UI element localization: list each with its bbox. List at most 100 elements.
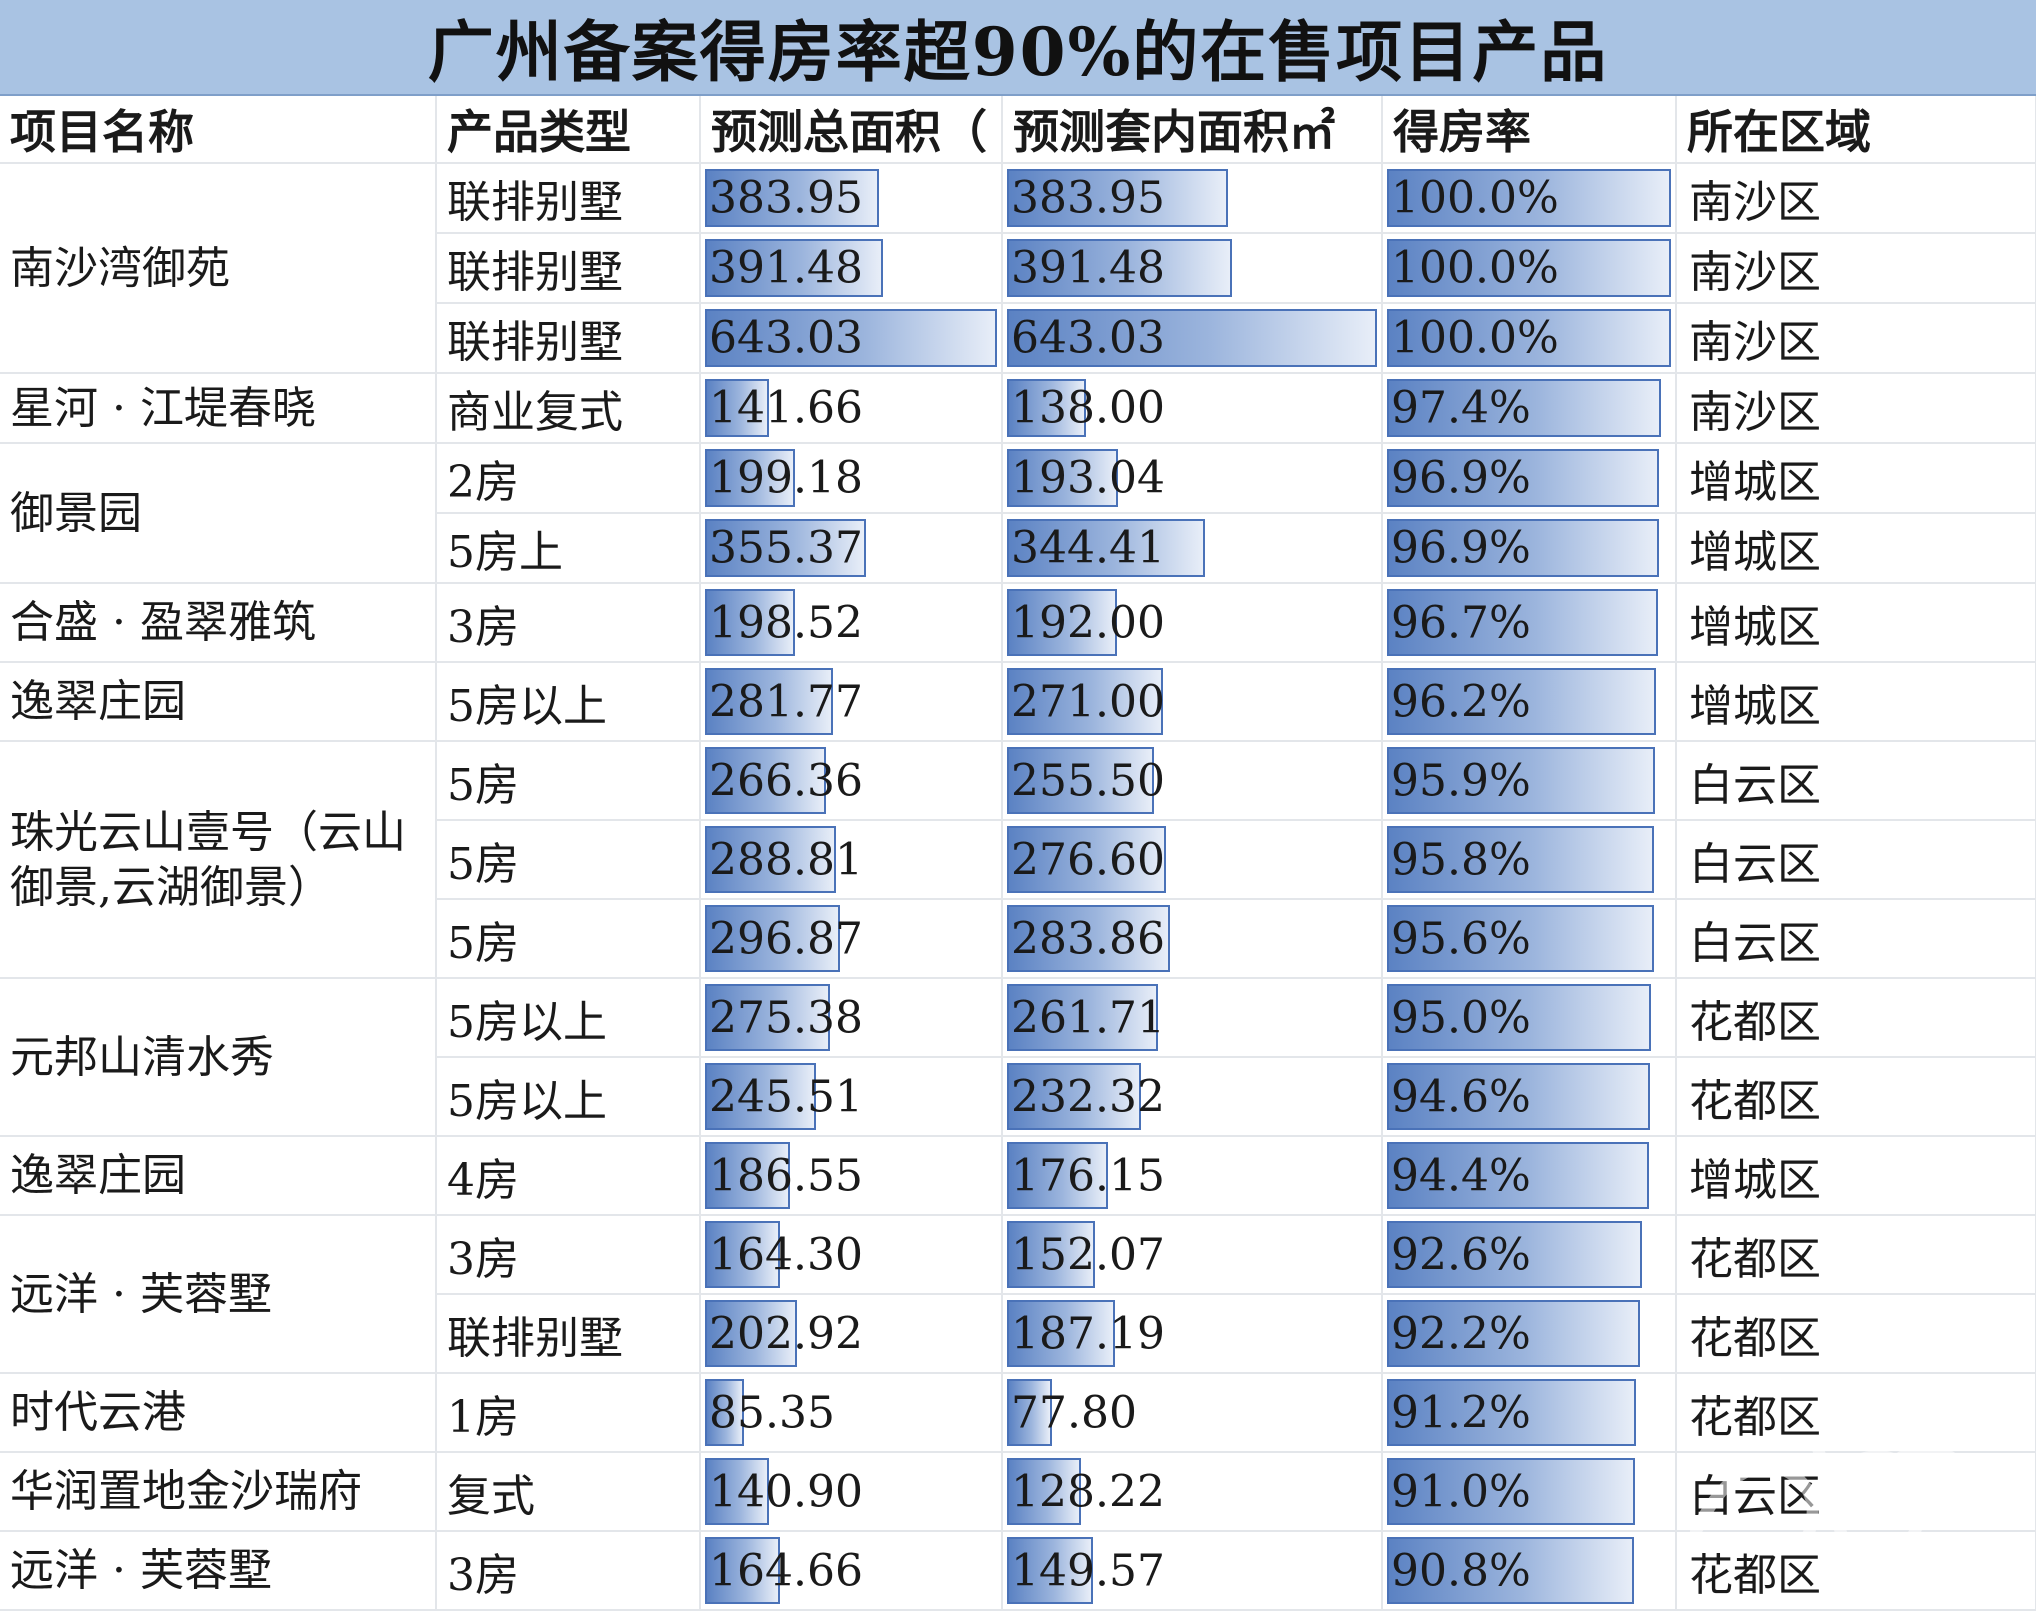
- total-area-cell: 266.36: [700, 741, 1003, 821]
- table-row: 珠光云山壹号（云山御景,云湖御景） 5房 266.36 255.50 95.9% 白云区: [0, 741, 2036, 979]
- product-type-cell: 5房以上: [436, 662, 701, 742]
- inner-area-databar: [1007, 449, 1118, 507]
- total-area-value: 288.81: [709, 834, 863, 885]
- total-area-databar: [705, 589, 795, 656]
- product-type-cell: 3房: [436, 583, 701, 663]
- efficiency-rate-cell: 96.7%: [1382, 583, 1677, 663]
- inner-area-value: 149.57: [1011, 1545, 1165, 1596]
- product-type-cell: 联排别墅: [436, 233, 701, 304]
- header-inner-area: 预测套内面积㎡: [1002, 96, 1383, 164]
- table-row: 5房以上 245.51 232.32 94.6% 花都区: [0, 1057, 2036, 1137]
- header-region: 所在区域: [1676, 96, 2036, 164]
- efficiency-rate-databar: [1387, 905, 1654, 972]
- region-cell: 增城区: [1676, 513, 2036, 584]
- inner-area-value: 255.50: [1011, 755, 1165, 806]
- total-area-cell: 199.18: [700, 443, 1003, 514]
- table-row: 合盛 · 盈翠雅筑 3房 198.52 192.00 96.7% 增城区: [0, 583, 2036, 663]
- product-type-cell: 4房: [436, 1136, 701, 1216]
- inner-area-cell: 255.50: [1002, 741, 1383, 821]
- inner-area-value: 128.22: [1011, 1466, 1165, 1517]
- table-row: 御景园 2房 199.18 193.04 96.9% 增城区: [0, 443, 2036, 584]
- table-row: 联排别墅 202.92 187.19 92.2% 花都区: [0, 1294, 2036, 1374]
- total-area-databar: [705, 379, 769, 437]
- total-area-value: 266.36: [709, 755, 863, 806]
- region-cell: 花都区: [1676, 1215, 2036, 1295]
- project-name-cell: 南沙湾御苑: [0, 163, 437, 374]
- region-cell: 南沙区: [1676, 373, 2036, 444]
- table-row: 时代云港 1房 85.35 77.80 91.2% 花都区: [0, 1373, 2036, 1453]
- total-area-databar: [705, 984, 830, 1051]
- total-area-databar: [705, 309, 997, 367]
- inner-area-databar: [1007, 1221, 1095, 1288]
- efficiency-rate-value: 92.2%: [1391, 1308, 1531, 1359]
- header-total-area: 预测总面积（: [700, 96, 1003, 164]
- efficiency-rate-value: 95.8%: [1391, 834, 1531, 885]
- inner-area-cell: 643.03: [1002, 303, 1383, 374]
- efficiency-rate-value: 100.0%: [1391, 242, 1559, 294]
- inner-area-cell: 149.57: [1002, 1531, 1383, 1611]
- total-area-databar: [705, 449, 795, 507]
- efficiency-rate-cell: 100.0%: [1382, 233, 1677, 304]
- efficiency-rate-value: 94.6%: [1391, 1071, 1531, 1122]
- region-cell: 南沙区: [1676, 233, 2036, 304]
- total-area-cell: 391.48: [700, 233, 1003, 304]
- total-area-value: 202.92: [709, 1308, 863, 1359]
- efficiency-rate-cell: 96.9%: [1382, 513, 1677, 584]
- inner-area-databar: [1007, 1063, 1141, 1130]
- total-area-cell: 141.66: [700, 373, 1003, 444]
- region-cell: 白云区: [1676, 820, 2036, 900]
- efficiency-rate-databar: [1387, 668, 1656, 735]
- efficiency-rate-databar: [1387, 984, 1651, 1051]
- efficiency-rate-databar: [1387, 169, 1671, 227]
- efficiency-rate-value: 100.0%: [1391, 172, 1559, 224]
- inner-area-databar: [1007, 668, 1163, 735]
- inner-area-value: 232.32: [1011, 1071, 1165, 1122]
- project-name-cell: 逸翠庄园: [0, 1136, 437, 1216]
- project-name-cell: 合盛 · 盈翠雅筑: [0, 583, 437, 663]
- inner-area-value: 187.19: [1011, 1308, 1165, 1359]
- table-row: 远洋 · 芙蓉墅 3房 164.66 149.57 90.8% 花都区: [0, 1531, 2036, 1611]
- product-type-cell: 商业复式: [436, 373, 701, 444]
- inner-area-databar: [1007, 905, 1170, 972]
- inner-area-value: 283.86: [1011, 913, 1165, 964]
- total-area-value: 198.52: [709, 597, 863, 648]
- total-area-databar: [705, 905, 840, 972]
- efficiency-rate-databar: [1387, 309, 1671, 367]
- total-area-cell: 383.95: [700, 163, 1003, 234]
- efficiency-rate-databar: [1387, 1063, 1650, 1130]
- total-area-databar: [705, 519, 866, 577]
- total-area-databar: [705, 747, 826, 814]
- inner-area-databar: [1007, 239, 1232, 297]
- inner-area-databar: [1007, 1300, 1115, 1367]
- header-row: 项目名称 产品类型 预测总面积（ 预测套内面积㎡ 得房率 所在区域: [0, 96, 2036, 164]
- watermark-logo-icon: [1690, 1426, 1956, 1557]
- region-cell: 花都区: [1676, 1531, 2036, 1611]
- project-name-cell: 元邦山清水秀: [0, 978, 437, 1137]
- inner-area-cell: 193.04: [1002, 443, 1383, 514]
- efficiency-rate-databar: [1387, 826, 1654, 893]
- efficiency-rate-value: 96.9%: [1391, 522, 1531, 574]
- product-type-cell: 3房: [436, 1215, 701, 1295]
- inner-area-value: 391.48: [1011, 242, 1165, 294]
- table-row: 逸翠庄园 4房 186.55 176.15 94.4% 增城区: [0, 1136, 2036, 1216]
- efficiency-rate-cell: 100.0%: [1382, 303, 1677, 374]
- project-name-cell: 时代云港: [0, 1373, 437, 1453]
- efficiency-rate-databar: [1387, 1379, 1636, 1446]
- inner-area-cell: 391.48: [1002, 233, 1383, 304]
- total-area-value: 355.37: [709, 522, 863, 574]
- efficiency-rate-databar: [1387, 1300, 1640, 1367]
- inner-area-databar: [1007, 1379, 1052, 1446]
- total-area-cell: 140.90: [700, 1452, 1003, 1532]
- efficiency-rate-databar: [1387, 519, 1659, 577]
- region-cell: 增城区: [1676, 443, 2036, 514]
- inner-area-cell: 383.95: [1002, 163, 1383, 234]
- total-area-cell: 275.38: [700, 978, 1003, 1058]
- region-cell: 花都区: [1676, 978, 2036, 1058]
- table-row: 联排别墅 391.48 391.48 100.0% 南沙区: [0, 233, 2036, 304]
- project-name-cell: 星河 · 江堤春晓: [0, 373, 437, 444]
- total-area-value: 391.48: [709, 242, 863, 294]
- product-type-cell: 联排别墅: [436, 303, 701, 374]
- product-type-cell: 5房以上: [436, 978, 701, 1058]
- region-cell: 南沙区: [1676, 303, 2036, 374]
- inner-area-databar: [1007, 519, 1205, 577]
